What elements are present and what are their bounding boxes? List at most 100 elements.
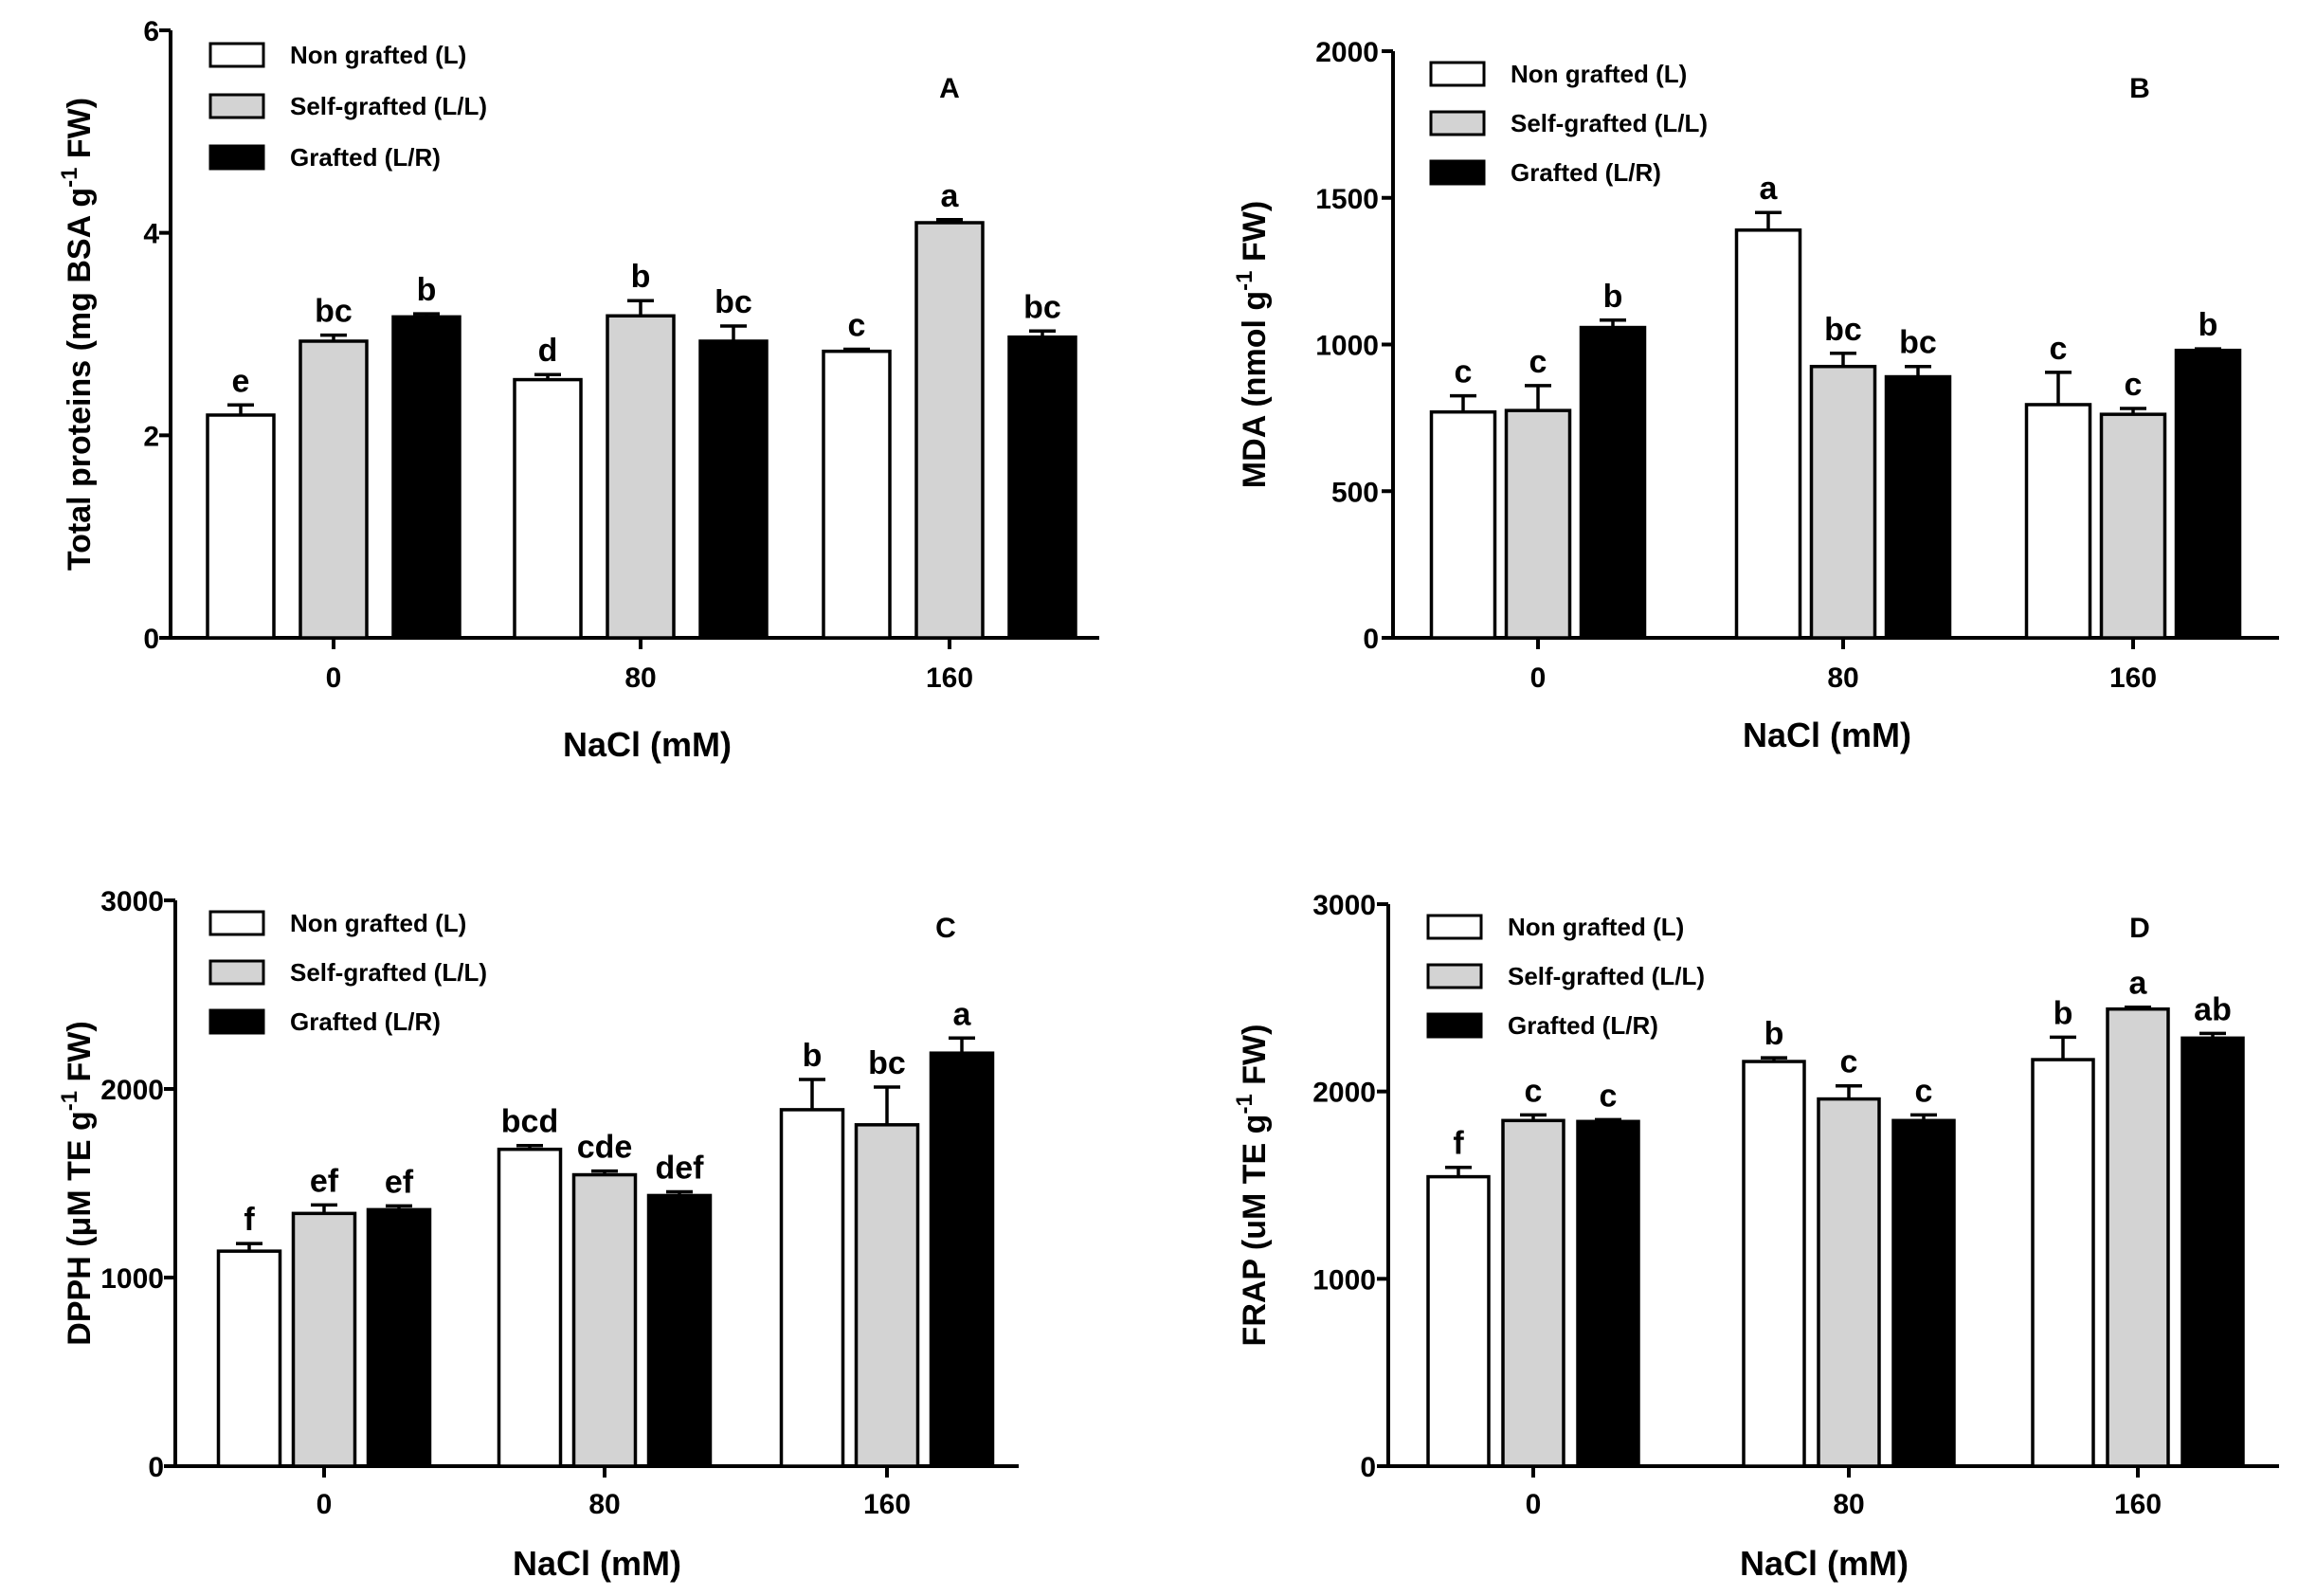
legend-swatch	[1426, 963, 1483, 989]
significance-label: bcd	[501, 1104, 558, 1140]
significance-label: b	[2054, 995, 2073, 1031]
significance-label: c	[1455, 354, 1473, 390]
y-axis-label: FRAP (uM TE g-1 FW)	[1232, 1025, 1273, 1347]
x-tick-label: 80	[1827, 662, 1858, 694]
chart-panel-C: 0 1000 2000 3000 0 80 160 NaCl (mM) DPPH (μM TE …	[57, 886, 1019, 1583]
x-tick-label: 160	[2109, 662, 2157, 694]
significance-label: cde	[577, 1130, 633, 1166]
significance-label: c	[1915, 1073, 1933, 1109]
y-tick-label: 1500	[1315, 184, 1379, 215]
significance-label: b	[417, 272, 437, 308]
legend-swatch	[208, 93, 265, 119]
y-tick-label: 0	[143, 624, 159, 655]
significance-label: ab	[2194, 991, 2232, 1027]
significance-label: a	[2129, 966, 2148, 1002]
x-tick-label: 0	[326, 662, 342, 694]
x-tick-label: 160	[926, 662, 973, 694]
x-tick-label: 160	[863, 1489, 911, 1520]
significance-label: b	[1603, 279, 1623, 315]
y-tick-label: 0	[1363, 624, 1379, 655]
significance-label: bc	[1824, 312, 1862, 348]
panel-letter: D	[2129, 913, 2150, 944]
bar	[2106, 1007, 2170, 1468]
legend-swatch	[1429, 159, 1486, 186]
chart-panel-D: 0 1000 2000 3000 0 80 160 NaCl (mM) FRAP (uM TE …	[1232, 890, 2279, 1583]
y-axis-label-superscript: -1	[1232, 270, 1258, 290]
significance-label: b	[2198, 307, 2218, 343]
legend-label: Non grafted (L)	[290, 909, 466, 937]
bar	[2180, 1036, 2245, 1468]
significance-label: def	[656, 1150, 705, 1186]
y-tick-label: 1000	[1315, 331, 1379, 362]
legend-label: Self-grafted (L/L)	[290, 92, 487, 120]
legend-swatch	[1429, 110, 1486, 136]
bar	[822, 349, 892, 640]
x-tick-label: 80	[624, 662, 656, 694]
legend-label: Grafted (L/R)	[1511, 158, 1661, 187]
legend-label: Self-grafted (L/L)	[1511, 109, 1708, 137]
legend-label: Non grafted (L)	[1511, 60, 1687, 88]
bar	[291, 1211, 357, 1468]
y-tick-label: 0	[1360, 1452, 1376, 1483]
significance-label: a	[941, 178, 960, 214]
y-axis-label-text: DPPH (μM TE g	[62, 1111, 98, 1345]
bar	[1891, 1118, 1956, 1468]
bar	[206, 413, 276, 640]
panel-letter: C	[935, 913, 956, 944]
significance-label: f	[1453, 1126, 1464, 1162]
panel-letter: B	[2129, 73, 2150, 104]
x-tick-label: 80	[1833, 1489, 1864, 1520]
legend-swatch	[208, 1008, 265, 1035]
chart-panel-A: 0 2 4 6 0 80 160 NaCl (mM) Total proteins (mg BS…	[57, 16, 1099, 764]
significance-label: b	[803, 1038, 823, 1074]
legend-label: Non grafted (L)	[290, 41, 466, 69]
bar	[366, 1207, 432, 1468]
y-tick-label: 2000	[100, 1075, 164, 1106]
y-tick-label: 500	[1331, 477, 1379, 508]
panel-letter: A	[939, 73, 960, 104]
bar	[1884, 374, 1952, 640]
bar	[1734, 228, 1802, 640]
bar	[854, 1123, 920, 1468]
y-tick-label: 3000	[1312, 890, 1376, 921]
significance-label: bc	[315, 294, 353, 330]
significance-label: f	[244, 1202, 255, 1238]
bar	[2099, 412, 2167, 640]
x-tick-label: 80	[588, 1489, 620, 1520]
legend-label: Grafted (L/R)	[1508, 1011, 1658, 1040]
bar	[1501, 1118, 1565, 1468]
bar	[299, 339, 369, 640]
legend-swatch	[1426, 914, 1483, 940]
y-axis-label-superscript: -1	[57, 168, 82, 188]
bar	[1809, 364, 1877, 640]
bar	[1817, 1097, 1881, 1468]
significance-label: c	[1525, 1073, 1543, 1109]
bar	[2024, 403, 2092, 640]
significance-label: ef	[310, 1163, 339, 1199]
x-axis-label: NaCl (mM)	[563, 725, 732, 764]
legend-swatch	[208, 959, 265, 986]
bar	[391, 315, 461, 640]
legend-swatch	[208, 42, 265, 68]
significance-label: a	[1760, 171, 1779, 207]
y-tick-label: 1000	[1312, 1264, 1376, 1296]
x-tick-label: 160	[2114, 1489, 2162, 1520]
legend-label: Non grafted (L)	[1508, 913, 1684, 941]
bar	[606, 314, 676, 640]
significance-label: bc	[1899, 325, 1937, 361]
legend-label: Grafted (L/R)	[290, 1007, 441, 1036]
significance-label: c	[1600, 1078, 1618, 1114]
y-axis-label-text: FW)	[62, 1021, 98, 1091]
y-axis-label-text: FW)	[62, 98, 98, 168]
significance-label: b	[631, 259, 651, 295]
bar	[1504, 408, 1572, 640]
y-tick-label: 0	[148, 1452, 164, 1483]
significance-label: c	[848, 308, 866, 344]
x-axis-label: NaCl (mM)	[1740, 1544, 1909, 1583]
bar	[2174, 348, 2242, 640]
x-axis-label: NaCl (mM)	[1743, 716, 1911, 754]
y-axis-label-text: Total proteins (mg BSA g	[62, 188, 98, 571]
legend-swatch	[1429, 61, 1486, 87]
y-tick-label: 3000	[100, 886, 164, 917]
bar	[779, 1108, 845, 1468]
